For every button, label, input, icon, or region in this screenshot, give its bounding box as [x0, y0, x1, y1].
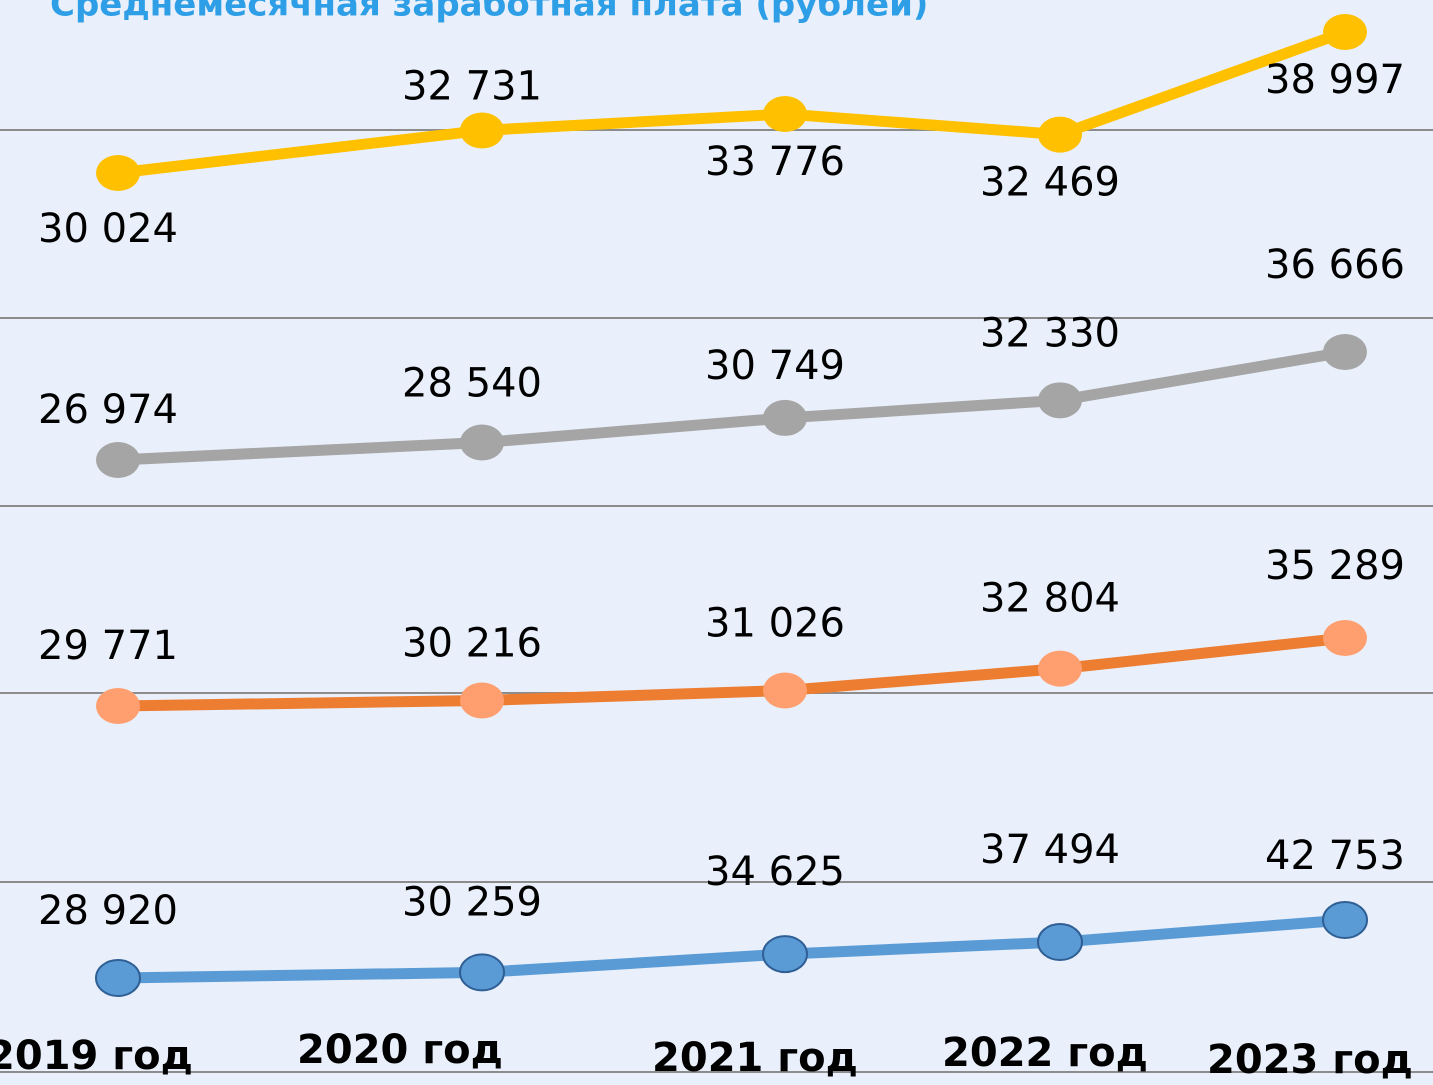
data-label: 38 997 — [1265, 57, 1405, 103]
data-point — [460, 682, 504, 719]
data-point — [95, 959, 141, 997]
x-tick-label: 2021 год — [652, 1035, 858, 1081]
data-point — [460, 424, 504, 461]
data-point — [1322, 901, 1368, 939]
data-label: 31 026 — [705, 601, 845, 647]
data-point — [1037, 923, 1083, 962]
data-label: 35 289 — [1265, 543, 1405, 589]
data-label: 34 625 — [705, 849, 845, 895]
data-point — [763, 96, 807, 133]
data-point — [1323, 334, 1367, 370]
data-label: 28 540 — [402, 361, 542, 407]
x-tick-label: 2023 год — [1207, 1037, 1413, 1083]
data-label: 42 753 — [1265, 833, 1405, 879]
data-label: 33 776 — [705, 139, 845, 185]
data-point — [763, 672, 807, 709]
data-point — [1038, 382, 1082, 419]
data-label: 32 469 — [980, 160, 1120, 206]
data-point — [1038, 650, 1082, 687]
data-point — [460, 112, 504, 149]
data-label: 32 330 — [980, 310, 1120, 356]
data-point — [96, 442, 140, 478]
data-point — [1323, 14, 1367, 50]
data-label: 37 494 — [980, 827, 1120, 873]
data-point — [1323, 620, 1367, 656]
data-point — [459, 953, 505, 992]
data-label: 30 024 — [38, 206, 178, 252]
x-tick-label: 2020 год — [297, 1027, 503, 1073]
data-point — [96, 155, 140, 191]
data-label: 32 804 — [980, 576, 1120, 622]
data-label: 29 771 — [38, 623, 178, 669]
data-label: 30 749 — [705, 343, 845, 389]
data-label: 30 259 — [402, 879, 542, 925]
data-label: 28 920 — [38, 888, 178, 934]
data-label: 30 216 — [402, 621, 542, 667]
x-tick-label: 2019 год — [0, 1033, 193, 1079]
data-point — [763, 399, 807, 436]
data-label: 32 731 — [402, 63, 542, 109]
data-point — [762, 935, 808, 974]
x-tick-label: 2022 год — [942, 1030, 1148, 1076]
data-point — [1038, 116, 1082, 153]
data-label: 36 666 — [1265, 242, 1405, 288]
data-point — [96, 688, 140, 724]
chart-title: Среднемесячная заработная плата (рублей) — [50, 0, 928, 25]
data-label: 26 974 — [38, 387, 178, 433]
